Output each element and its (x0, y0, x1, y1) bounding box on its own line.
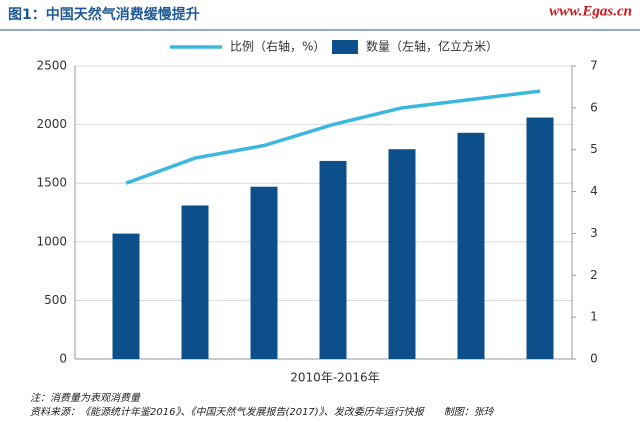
y-tick-label: 1500 (36, 176, 67, 190)
bar (526, 117, 554, 360)
chart-title: 图1：中国天然气消费缓慢提升 (8, 6, 200, 23)
note: 注：消费量为表观消费量 (30, 392, 141, 404)
y2-tick-label: 0 (590, 352, 598, 366)
watermark: www.Egas.cn (549, 3, 632, 19)
bar (457, 132, 485, 359)
y2-tick-label: 2 (590, 268, 598, 282)
y2-tick-label: 5 (590, 142, 598, 156)
y2-tick-label: 1 (590, 310, 598, 324)
x-axis-label: 2010年-2016年 (290, 371, 379, 385)
y-tick-label: 0 (59, 352, 67, 366)
y2-tick-label: 7 (590, 59, 598, 73)
y2-tick-label: 6 (590, 100, 598, 114)
y-tick-label: 2500 (36, 59, 67, 73)
bar (181, 205, 209, 359)
bar (112, 233, 140, 359)
bar (319, 160, 347, 359)
y2-tick-label: 4 (590, 184, 598, 198)
note: 资料来源：《能源统计年鉴2016》、《中国天然气发展报告(2017)》、发改委历… (30, 406, 495, 418)
y-tick-label: 1000 (36, 234, 67, 248)
bar (388, 149, 416, 359)
y-tick-label: 2000 (36, 117, 67, 131)
legend-label: 数量（左轴，亿立方米） (366, 39, 498, 54)
legend-swatch (332, 40, 358, 54)
y-tick-label: 500 (44, 293, 67, 307)
y2-tick-label: 3 (590, 226, 598, 240)
legend-label: 比例（右轴，%） (230, 39, 325, 54)
bar (250, 186, 278, 359)
line (125, 89, 541, 185)
